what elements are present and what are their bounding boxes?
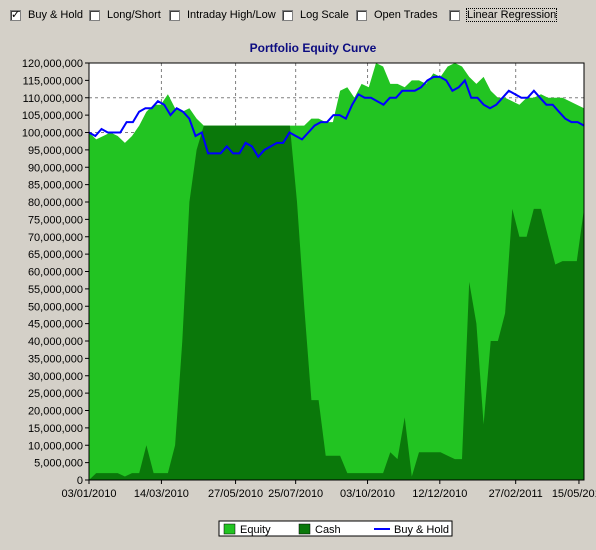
cash-area <box>89 125 584 480</box>
linear-regression-label: Linear Regression <box>465 8 558 22</box>
legend: Equity Cash Buy & Hold <box>218 520 453 537</box>
checkbox-icon[interactable] <box>10 8 21 21</box>
y-tick-label: 110,000,000 <box>23 93 83 105</box>
y-tick-label: 50,000,000 <box>28 301 83 313</box>
y-tick-label: 120,000,000 <box>22 58 83 70</box>
y-tick-label: 30,000,000 <box>28 371 83 383</box>
chart-title: Portfolio Equity Curve <box>250 41 377 55</box>
y-axis: 0 5,000,000 10,000,000 15,000,000 20,000,000… <box>22 58 89 487</box>
log-scale-label: Log Scale <box>300 9 349 21</box>
open-trades-toggle[interactable]: Open Trades <box>356 7 438 23</box>
y-tick-label: 25,000,000 <box>28 388 83 400</box>
y-tick-label: 0 <box>77 475 83 487</box>
checkbox-icon[interactable] <box>282 9 293 21</box>
x-tick-label: 25/07/2010 <box>268 488 323 500</box>
y-tick-label: 90,000,000 <box>28 162 83 174</box>
equity-chart: Portfolio Equity Curve 0 5,000,000 10,000,… <box>22 41 596 537</box>
y-tick-label: 45,000,000 <box>28 319 83 331</box>
y-tick-label: 80,000,000 <box>28 197 83 209</box>
x-tick-label: 15/05/2011 <box>552 488 596 500</box>
y-tick-label: 10,000,000 <box>28 440 83 452</box>
y-tick-label: 35,000,000 <box>28 353 83 365</box>
chart-options-toolbar: Buy & Hold Long/Short Intraday High/Low … <box>0 0 596 30</box>
y-tick-label: 20,000,000 <box>28 406 83 418</box>
y-tick-label: 70,000,000 <box>28 232 83 244</box>
y-tick-label: 75,000,000 <box>28 214 83 226</box>
checkbox-icon[interactable] <box>169 9 180 21</box>
intraday-high-low-label: Intraday High/Low <box>187 9 276 21</box>
legend-label: Equity <box>240 524 271 536</box>
legend-label: Buy & Hold <box>394 524 449 536</box>
legend-swatch <box>223 523 236 535</box>
x-tick-label: 27/05/2010 <box>208 488 263 500</box>
buy-and-hold-toggle[interactable]: Buy & Hold <box>10 7 83 23</box>
x-tick-label: 12/12/2010 <box>412 488 467 500</box>
open-trades-label: Open Trades <box>374 9 438 21</box>
legend-label: Cash <box>315 524 341 536</box>
checkbox-icon[interactable] <box>449 9 460 21</box>
x-axis: 03/01/2010 14/03/2010 27/05/2010 25/07/2010… <box>61 480 596 500</box>
intraday-high-low-toggle[interactable]: Intraday High/Low <box>169 7 276 23</box>
series-areas <box>89 63 584 480</box>
buy-and-hold-label: Buy & Hold <box>28 9 84 21</box>
long-short-toggle[interactable]: Long/Short <box>89 7 161 23</box>
y-tick-label: 15,000,000 <box>28 423 83 435</box>
buy-and-hold-line <box>88 75 585 159</box>
legend-box <box>218 520 453 537</box>
linear-regression-toggle[interactable]: Linear Regression <box>449 7 558 23</box>
series-lines <box>88 75 585 159</box>
y-tick-label: 65,000,000 <box>28 249 83 261</box>
y-tick-label: 5,000,000 <box>34 458 83 470</box>
y-tick-label: 85,000,000 <box>28 180 83 192</box>
x-tick-label: 27/02/2011 <box>489 488 543 500</box>
legend-swatch <box>298 523 311 535</box>
y-tick-label: 55,000,000 <box>28 284 83 296</box>
long-short-label: Long/Short <box>107 9 161 21</box>
checkbox-icon[interactable] <box>89 9 100 21</box>
y-tick-label: 100,000,000 <box>22 128 83 140</box>
y-tick-label: 60,000,000 <box>28 267 83 279</box>
y-tick-label: 95,000,000 <box>28 145 83 157</box>
x-tick-label: 03/01/2010 <box>61 488 116 500</box>
y-tick-label: 105,000,000 <box>22 110 83 122</box>
x-tick-label: 03/10/2010 <box>340 488 395 500</box>
checkbox-icon[interactable] <box>356 9 367 21</box>
y-tick-label: 40,000,000 <box>28 336 83 348</box>
y-tick-label: 115,000,000 <box>23 75 83 87</box>
log-scale-toggle[interactable]: Log Scale <box>282 7 349 23</box>
x-tick-label: 14/03/2010 <box>134 488 189 500</box>
